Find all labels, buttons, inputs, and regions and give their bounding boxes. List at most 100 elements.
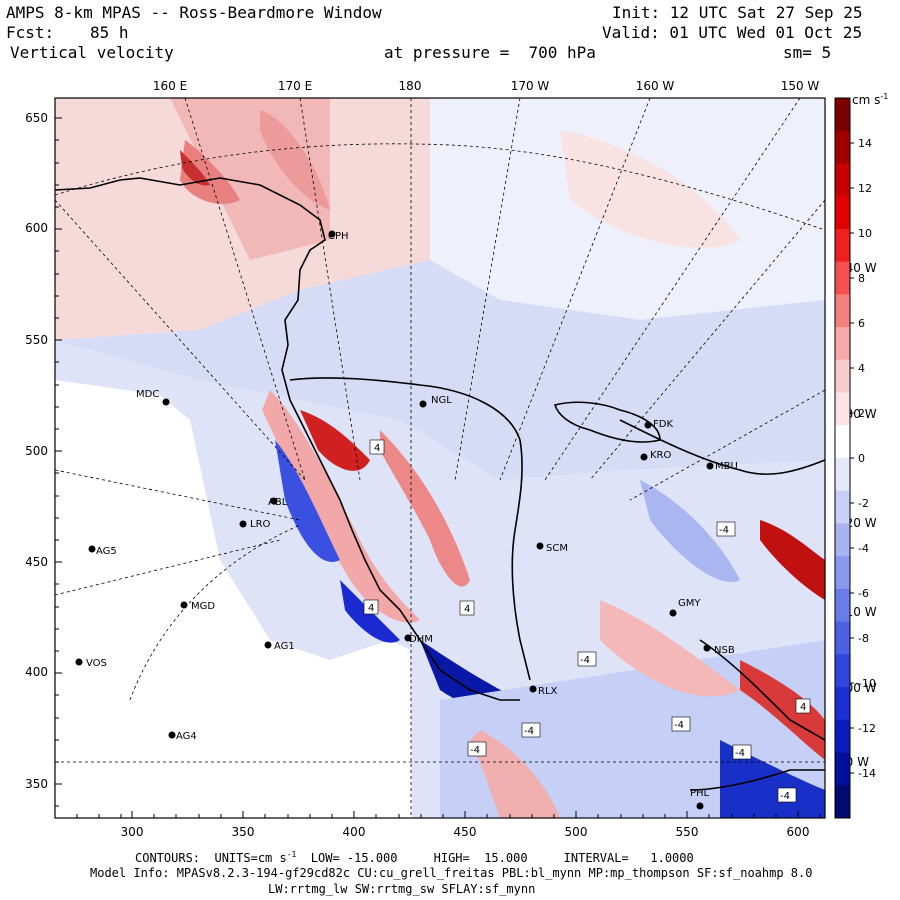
upward-band — [260, 110, 330, 210]
station-marker — [703, 644, 711, 652]
colorbar-label: -6 — [858, 587, 869, 600]
station-marker — [162, 398, 170, 406]
y-tick-label: 600 — [25, 221, 48, 235]
southern-coast — [689, 769, 825, 791]
upward-core — [180, 140, 240, 204]
colorbar-swatch — [835, 98, 850, 132]
parallel-arc — [129, 524, 301, 701]
colorbar-label: 6 — [858, 317, 865, 330]
colorbar-swatch — [835, 163, 850, 197]
station-label: DHM — [409, 634, 433, 645]
transantarctic-coast — [55, 177, 520, 701]
y-tick-label: 450 — [25, 555, 48, 569]
colorbar-label: -10 — [858, 677, 876, 690]
lower-updraft-strong — [740, 660, 825, 760]
x-tick-label: 550 — [676, 825, 699, 839]
top-lon-labels: 160 E 170 E 180 170 W 160 W 150 W — [153, 79, 820, 93]
colorbar-swatch — [835, 621, 850, 655]
colorbar-label: -2 — [858, 497, 869, 510]
y-axis-ticks — [55, 117, 62, 807]
colorbar-swatch — [835, 654, 850, 688]
station-label: KRO — [650, 450, 672, 461]
upward-mountain-band — [262, 390, 420, 623]
contour-label: -4 — [780, 791, 790, 802]
station-label: NGL — [431, 395, 452, 406]
lower-downdraft-strong — [720, 740, 825, 818]
station-marker — [706, 462, 714, 470]
y-tick-label: 350 — [25, 777, 48, 791]
colorbar-label: 4 — [858, 362, 865, 375]
east-downdraft — [640, 480, 740, 582]
weak-upward-region — [560, 130, 740, 248]
east-coast — [699, 639, 825, 741]
forecast-hour: 85 h — [90, 23, 129, 42]
contour-label: -4 — [674, 720, 684, 731]
marie-byrd-coast — [619, 419, 825, 475]
colorbar-label: 14 — [858, 137, 872, 150]
upward-core-strong — [180, 150, 210, 186]
stations: CPH NGL MDC FDK KRO MBU LRO ABL AG5 SCM … — [75, 230, 738, 810]
colorbar-swatch — [835, 523, 850, 557]
station-marker — [419, 400, 427, 408]
station-marker — [264, 641, 272, 649]
x-axis-ticks — [76, 811, 821, 818]
top-lon-label: 150 W — [781, 79, 820, 93]
contour-label: -4 — [580, 655, 590, 666]
field-shading — [55, 98, 825, 818]
coastlines — [55, 177, 825, 791]
lower-updraft-2 — [600, 600, 740, 697]
strong-updraft — [300, 410, 370, 471]
colorbar-swatch — [835, 359, 850, 394]
station-label: NSB — [714, 645, 735, 656]
meridian-140w — [589, 199, 825, 481]
station-marker — [88, 545, 96, 553]
station-marker — [75, 658, 83, 666]
parallel-arc-2 — [55, 143, 825, 231]
smoothing-value: sm= 5 — [783, 43, 832, 62]
colorbar: cm s-1 14 12 10 8 6 4 2 0 -2 -4 -6 -8 -10 -12 -14 — [834, 92, 888, 819]
colorbar-labels: 14 12 10 8 6 4 2 0 -2 -4 -6 -8 -10 -12 -14 — [850, 137, 876, 780]
meridian-170w — [454, 98, 521, 481]
contour-label: 4 — [464, 604, 470, 615]
meridian-130w — [629, 389, 825, 501]
colorbar-units: cm s-1 — [852, 92, 888, 107]
station-label: AG1 — [274, 641, 295, 652]
field-name: Vertical velocity — [10, 43, 174, 62]
contour-label: 4 — [368, 603, 374, 614]
graticule — [55, 98, 825, 818]
weak-downward-region — [55, 260, 825, 480]
contour-label: -4 — [719, 525, 729, 536]
colorbar-swatch — [835, 425, 850, 459]
x-axis-labels: 300 350 400 450 500 550 600 — [121, 825, 810, 839]
colorbar-swatch — [835, 458, 850, 492]
init-time: Init: 12 UTC Sat 27 Sep 25 — [612, 3, 863, 22]
top-lon-label: 170 W — [511, 79, 550, 93]
meridian-160e — [184, 98, 306, 481]
station-marker — [180, 601, 188, 609]
meridian-160w — [499, 98, 651, 481]
colorbar-swatch — [835, 294, 850, 328]
station-label: MDC — [136, 389, 159, 400]
station-marker — [270, 497, 278, 505]
station-marker — [168, 731, 176, 739]
station-label: RLX — [538, 686, 558, 697]
x-tick-label: 600 — [787, 825, 810, 839]
y-axis-labels: 650 600 550 500 450 400 350 — [25, 111, 48, 791]
colorbar-swatch — [835, 588, 850, 623]
colorbar-swatch — [835, 392, 850, 426]
colorbar-swatch — [835, 556, 850, 590]
station-marker — [640, 453, 648, 461]
x-tick-label: 400 — [343, 825, 366, 839]
map-title: AMPS 8-km MPAS -- Ross-Beardmore Window — [6, 3, 382, 22]
station-marker — [696, 802, 704, 810]
colorbar-swatch — [835, 261, 850, 295]
colorbar-swatch — [835, 687, 850, 721]
station-label: CPH — [328, 231, 349, 242]
contour-label: -4 — [524, 726, 534, 737]
updraft-ridge — [380, 430, 470, 587]
colorbar-label: -12 — [858, 722, 876, 735]
contour-info: CONTOURS: UNITS=cm s-1 LOW= -15.000 HIGH… — [135, 850, 694, 865]
valid-time: Valid: 01 UTC Wed 01 Oct 25 — [602, 23, 863, 42]
station-marker — [644, 421, 652, 429]
station-marker — [239, 520, 247, 528]
